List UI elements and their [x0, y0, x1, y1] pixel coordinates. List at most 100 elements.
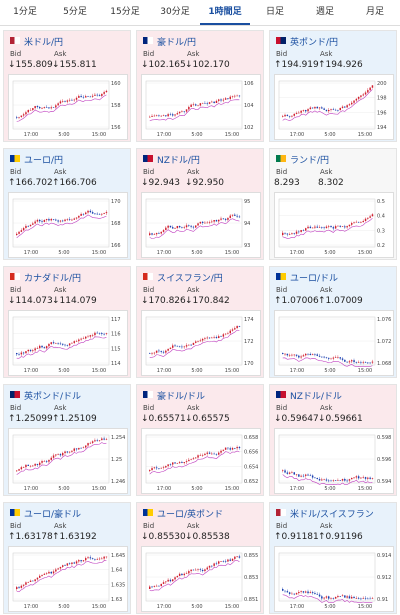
candle-body [59, 566, 62, 569]
candle-body [311, 107, 314, 109]
candle-body [197, 455, 199, 458]
y-tick-label: 106 [244, 81, 254, 87]
candle-body [188, 344, 190, 346]
x-tick-label: 5:00 [324, 368, 335, 374]
candle-body [160, 350, 162, 352]
ask-label: Ask [54, 50, 67, 58]
candle-body [169, 347, 172, 349]
candle-body [52, 455, 55, 458]
quote-card[interactable]: 英ポンド/ドル Bid Ask ↑1.25099 ↑1.25109 1.254 1.25 1.… [3, 384, 131, 496]
candle-body [362, 598, 364, 599]
candle-body [57, 343, 59, 344]
candle-body [68, 451, 71, 453]
candle-body [337, 357, 339, 358]
bid-label: Bid [143, 522, 155, 530]
candle-body [174, 462, 176, 464]
quote-card[interactable]: 豪ドル/円 Bid Ask ↓102.165 ↓102.170 106 104 102 17:0… [136, 30, 264, 142]
candle-body [328, 596, 330, 599]
candle-body [192, 458, 195, 460]
candle-body [364, 598, 367, 599]
bid-value: ↓0.59647 [274, 414, 319, 424]
candle-body [185, 109, 188, 112]
candle-body [167, 579, 169, 582]
tab[interactable]: 月足 [365, 7, 384, 17]
bid-value: ↓155.809 [8, 60, 53, 70]
y-tick-label: 0.3 [377, 228, 385, 234]
candle-body [348, 224, 351, 227]
candle-body [20, 115, 23, 118]
pair-name: ユーロ/ドル [290, 274, 339, 284]
candle-body [101, 438, 103, 441]
candle-body [101, 558, 103, 560]
candle-body [231, 329, 234, 331]
candle-body [300, 110, 302, 113]
x-tick-label: 17:00 [290, 132, 304, 138]
bid-value: ↓92.943 [141, 178, 181, 188]
quote-card[interactable]: 米ドル/円 Bid Ask ↓155.809 ↓155.811 160 158 156 17:0… [3, 30, 131, 142]
candle-body [300, 356, 302, 358]
quote-card[interactable]: 豪ドル/ドル Bid Ask ↓0.65571 ↓0.65575 0.658 0.656 0.… [136, 384, 264, 496]
candle-body [176, 575, 179, 578]
x-tick-label: 15:00 [358, 368, 372, 374]
tab[interactable]: 1分足 [13, 7, 37, 17]
y-tick-label: 0.853 [244, 575, 258, 581]
tab[interactable]: 日足 [265, 7, 284, 17]
moving-average [16, 336, 107, 359]
quote-card[interactable]: ランド/円 Bid Ask 8.293 8.302 0.5 0.4 0.3 0.2 17:00 5:… [269, 148, 397, 260]
plot-frame [145, 552, 243, 602]
quote-card[interactable]: NZドル/円 Bid Ask ↓92.943 ↓92.950 95 94 93 17:00 5:0… [136, 148, 264, 260]
candle-body [199, 569, 202, 570]
candle-body [103, 333, 105, 335]
quote-card[interactable]: ユーロ/ドル Bid Ask ↑1.07006 ↑1.07009 1.076 1.072 1.… [269, 266, 397, 378]
candle-body [64, 451, 66, 454]
tab[interactable]: 1時間足 [200, 0, 250, 25]
candle-body [282, 470, 284, 472]
quote-card[interactable]: 米ドル/スイスフラン Bid Ask ↑0.91181 ↑0.91196 0.914 0.9… [269, 502, 397, 614]
quote-card[interactable]: 英ポンド/円 Bid Ask ↑194.919 ↑194.926 200 198 196 194… [269, 30, 397, 142]
y-tick-label: 1.64 [111, 568, 122, 574]
plot-frame [145, 434, 243, 484]
candle-body [211, 221, 213, 223]
candle-body [234, 214, 236, 216]
tab[interactable]: 5分足 [63, 7, 87, 17]
candle-body [82, 96, 85, 98]
candle-body [300, 591, 302, 592]
candle-body [332, 227, 335, 229]
candle-body [339, 225, 341, 227]
candle-body [199, 455, 202, 456]
candle-body [206, 103, 208, 104]
chart-svg: 1.254 1.25 1.246 17:00 5:00 15:00 [12, 434, 125, 492]
candle-body [309, 475, 312, 477]
candle-body [234, 95, 236, 97]
quote-card[interactable]: ユーロ/円 Bid Ask ↑166.702 ↑166.706 170 168 166 17:0… [3, 148, 131, 260]
quote-card[interactable]: カナダドル/円 Bid Ask ↓114.073 ↓114.079 117 116 115 11… [3, 266, 131, 378]
candle-body [43, 461, 46, 462]
candle-body [357, 362, 360, 363]
mini-chart: 0.914 0.912 0.91 17:00 5:00 15:00 [274, 546, 394, 612]
candle-body [27, 349, 29, 352]
quote-card[interactable]: ユーロ/豪ドル Bid Ask ↑1.63178 ↑1.63192 1.645 1.64 1.… [3, 502, 131, 614]
quote-card[interactable]: ユーロ/英ポンド Bid Ask ↓0.85530 ↓0.85538 0.855 0.853… [136, 502, 264, 614]
candle-body [50, 457, 52, 460]
y-tick-label: 0.855 [244, 553, 258, 559]
tab[interactable]: 30分足 [160, 7, 190, 17]
tab[interactable]: 15分足 [110, 7, 140, 17]
candle-body [172, 227, 174, 229]
candle-body [149, 586, 151, 589]
bid-value: ↓0.65571 [141, 414, 186, 424]
tab[interactable]: 週足 [315, 7, 334, 17]
quote-card[interactable]: NZドル/ドル Bid Ask ↓0.59647 ↓0.59661 0.598 0.596 0… [269, 384, 397, 496]
candle-body [197, 223, 199, 226]
candle-body [151, 115, 153, 117]
x-tick-label: 17:00 [24, 132, 38, 138]
candle-body [316, 478, 318, 480]
candle-body [188, 225, 190, 226]
candle-body [341, 106, 344, 108]
candle-body [328, 110, 330, 112]
candle-body [62, 565, 64, 567]
bid-value: ↑1.07006 [274, 296, 319, 306]
candle-body [355, 361, 358, 363]
quote-card[interactable]: スイスフラン/円 Bid Ask ↓170.826 ↓170.842 174 172 170 1… [136, 266, 264, 378]
plot-frame [145, 198, 243, 248]
candle-body [367, 477, 369, 479]
